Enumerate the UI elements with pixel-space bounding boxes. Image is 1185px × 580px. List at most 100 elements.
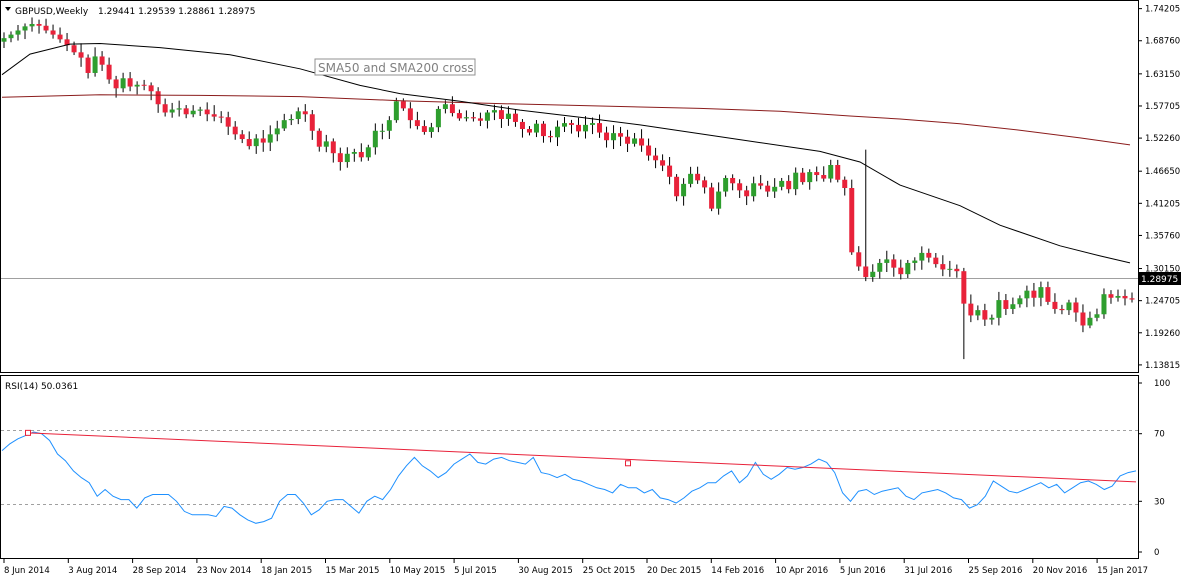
candle [358,143,364,162]
candle [597,114,603,138]
candle [989,314,995,325]
price-tick-label: 1.41205 [1145,199,1180,209]
candle [519,119,525,138]
candle [716,182,722,215]
candle [253,134,259,154]
candle [1122,289,1128,306]
candle [1,32,7,49]
candle [176,100,182,117]
candle [828,159,834,183]
candle [723,175,729,197]
candle [877,258,883,279]
symbol-title: GBPUSD,Weekly [15,7,89,17]
candle [554,120,560,147]
time-tick-label: 15 Mar 2015 [326,566,380,576]
candle [407,102,413,129]
time-tick-label: 30 Aug 2015 [518,566,572,576]
candle [590,117,596,135]
candle [891,254,897,277]
trendline-anchor-start[interactable] [25,429,31,436]
candle [428,122,434,138]
dropdown-triangle-icon[interactable] [5,7,11,11]
candle [547,130,553,143]
candle [611,125,617,150]
time-tick-label: 23 Nov 2014 [197,566,251,576]
candle [1073,297,1079,322]
candle [653,147,659,169]
candle [975,305,981,321]
candle [954,264,960,278]
price-tick-label: 1.74205 [1145,5,1180,15]
candle [309,110,315,140]
candle [688,166,694,188]
candle [561,117,567,132]
candle [218,111,224,124]
candle [246,131,252,150]
time-tick-label: 3 Aug 2014 [68,566,117,576]
candle [386,116,392,140]
candle [29,17,35,32]
price-axis: 1.74205 1.68760 1.63150 1.57705 1.52260 1.466… [1138,5,1180,371]
candle [435,106,441,133]
time-axis: 8 Jun 2014 3 Aug 2014 28 Sep 2014 23 Nov 20… [3,559,1148,576]
candle [302,104,308,122]
rsi-tick-label: 100 [1154,379,1170,389]
price-tick-label: 1.24705 [1145,297,1180,307]
candle [772,178,778,198]
candle [365,144,371,161]
candle [337,147,343,171]
candle [604,126,610,148]
candle [681,178,687,206]
candle [884,250,890,273]
candle [414,111,420,130]
candle [1066,299,1072,315]
candle [78,43,84,67]
candle [190,105,196,118]
candle [36,19,42,34]
candle [947,260,953,277]
candle [912,257,918,271]
candle [533,120,539,138]
candle [1010,297,1016,315]
candle [43,18,49,34]
candle [239,130,245,144]
candle [842,176,848,196]
candle [106,57,112,84]
candle [898,259,904,280]
candle [737,179,743,198]
rsi-axis: 100 70 30 0 [1138,379,1170,558]
candle [926,248,932,263]
candle [625,129,631,152]
candle [330,138,336,163]
price-tick-label: 1.35760 [1145,231,1180,241]
candle [660,154,666,172]
candle [316,128,322,152]
candles-group [1,17,1135,360]
candle [127,72,133,92]
rsi-tick-label: 30 [1154,497,1165,507]
candle [113,75,119,98]
annotation-box[interactable] [314,58,476,76]
candle [758,175,764,190]
candle [639,129,645,152]
candle [8,31,14,43]
rsi-trendline[interactable] [27,432,1137,483]
candle [807,169,813,190]
candle [1115,289,1121,302]
candle [162,98,168,117]
rsi-tick-label: 70 [1154,430,1165,440]
candle [372,123,378,155]
trendline-anchor-mid[interactable] [625,460,631,467]
candle [849,179,855,255]
candle [1080,304,1086,333]
candle [295,107,301,125]
time-tick-label: 10 May 2015 [390,566,445,576]
candle [667,156,673,185]
annotation-text: SMA50 and SMA200 cross [318,61,474,75]
time-tick-label: 5 Jul 2015 [454,566,497,576]
candle [267,125,273,152]
candle [505,106,511,126]
rsi-line [1,431,1137,524]
time-tick-label: 10 Apr 2016 [776,566,829,576]
